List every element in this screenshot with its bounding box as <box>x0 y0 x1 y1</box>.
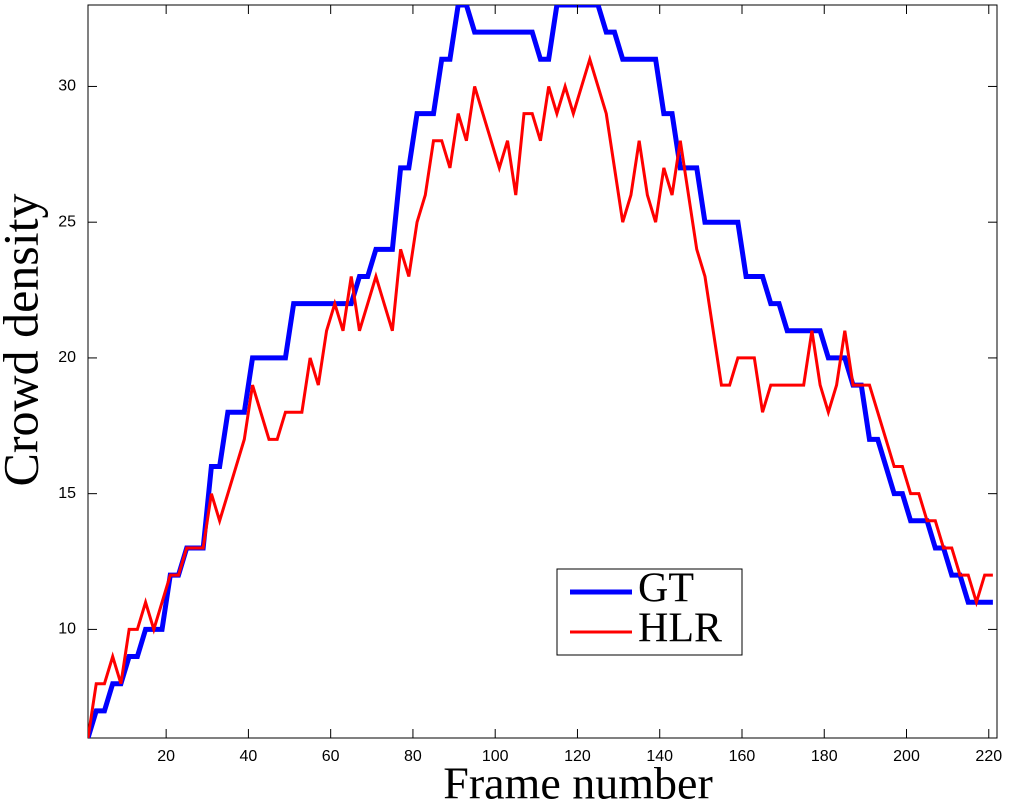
y-tick-label: 30 <box>58 78 76 95</box>
legend-label: HLR <box>638 606 722 652</box>
x-tick-label: 220 <box>975 748 1002 765</box>
x-tick-label: 160 <box>729 748 756 765</box>
line-series <box>88 54 993 738</box>
plot-frame <box>87 4 998 739</box>
x-tick-label: 40 <box>240 748 258 765</box>
x-tick-label: 120 <box>564 748 591 765</box>
legend-box <box>556 568 743 656</box>
x-tick-label: 20 <box>157 748 175 765</box>
y-tick-label: 20 <box>58 349 76 366</box>
x-tick-label: 180 <box>811 748 838 765</box>
y-tick-label: 10 <box>58 621 76 638</box>
x-tick-label: 60 <box>322 748 340 765</box>
y-tick-label: 15 <box>58 485 76 502</box>
y-tick-label: 25 <box>58 213 76 230</box>
x-tick-label: 100 <box>482 748 509 765</box>
y-axis-label: Crowd density <box>0 193 48 486</box>
x-tick-label: 140 <box>646 748 673 765</box>
plot-area <box>88 5 993 738</box>
x-axis-label: Frame number <box>443 758 713 809</box>
x-tick-label: 200 <box>893 748 920 765</box>
x-tick-label: 80 <box>404 748 422 765</box>
legend-label: GT <box>638 566 694 612</box>
